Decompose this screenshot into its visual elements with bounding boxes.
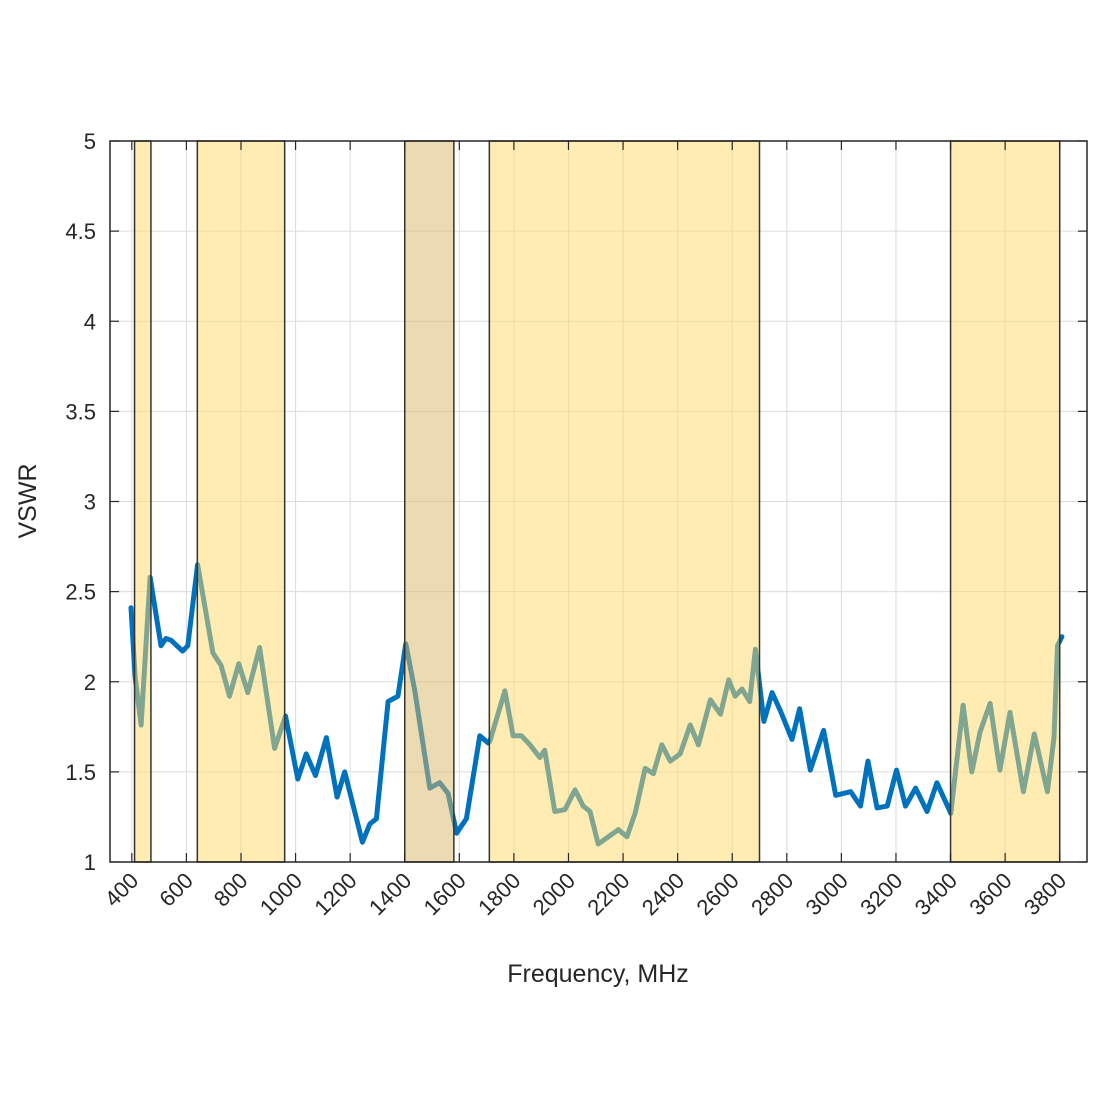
- y-tick-label: 2: [84, 670, 96, 695]
- y-tick-label: 3: [84, 490, 96, 515]
- x-tick-label: 1400: [364, 868, 416, 920]
- x-tick-label: 2600: [691, 868, 743, 920]
- y-tick-label: 3.5: [65, 399, 96, 424]
- frequency-band: [133, 140, 152, 863]
- y-tick-label: 4.5: [65, 219, 96, 244]
- x-tick-label: 3200: [855, 868, 907, 920]
- x-tick-label: 1800: [473, 868, 525, 920]
- x-tick-label: 3400: [910, 868, 962, 920]
- axes-box: [109, 140, 1088, 863]
- x-tick-label: 800: [209, 868, 253, 912]
- x-tick-label: 1000: [255, 868, 307, 920]
- frequency-band: [949, 140, 1061, 863]
- x-tick-label: 2400: [637, 868, 689, 920]
- x-tick-label: 1200: [309, 868, 361, 920]
- frequency-bands: [133, 140, 1061, 863]
- x-tick-label: 3800: [1019, 868, 1071, 920]
- y-tick-label: 4: [84, 309, 96, 334]
- frequency-band: [403, 140, 455, 863]
- x-tick-label: 2200: [582, 868, 634, 920]
- axes: [109, 140, 1088, 863]
- y-tick-label: 1.5: [65, 760, 96, 785]
- x-tick-label: 1600: [419, 868, 471, 920]
- frequency-band: [196, 140, 286, 863]
- x-tick-label: 2800: [746, 868, 798, 920]
- y-axis-label: VSWR: [14, 464, 42, 539]
- y-tick-label: 1: [84, 850, 96, 875]
- x-tick-label: 3000: [801, 868, 853, 920]
- x-tick-label: 2000: [528, 868, 580, 920]
- x-axis-label: Frequency, MHz: [507, 960, 689, 988]
- y-tick-label: 5: [84, 129, 96, 154]
- x-tick-label: 3600: [964, 868, 1016, 920]
- y-tick-label: 2.5: [65, 580, 96, 605]
- x-tick-label: 400: [100, 868, 144, 912]
- frequency-band: [488, 140, 761, 863]
- x-tick-label: 600: [154, 868, 198, 912]
